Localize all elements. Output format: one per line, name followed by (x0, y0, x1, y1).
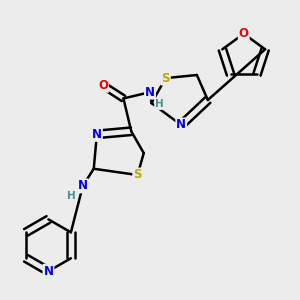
Text: S: S (161, 72, 170, 85)
Text: O: O (98, 79, 108, 92)
Text: H: H (68, 191, 76, 201)
Text: N: N (44, 265, 53, 278)
Text: N: N (78, 179, 88, 192)
Text: N: N (176, 118, 186, 131)
Text: O: O (239, 27, 249, 40)
Text: H: H (155, 99, 164, 109)
Text: N: N (92, 128, 102, 141)
Text: S: S (133, 169, 142, 182)
Text: N: N (145, 86, 155, 99)
